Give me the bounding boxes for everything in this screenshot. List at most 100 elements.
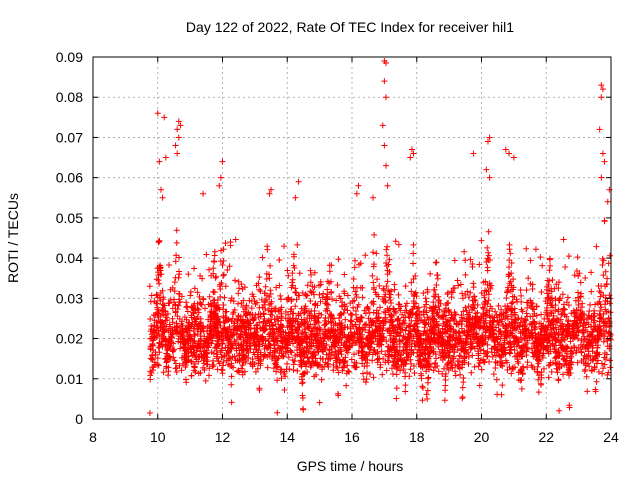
data-point bbox=[508, 282, 515, 289]
data-point bbox=[262, 283, 269, 290]
data-point bbox=[456, 329, 463, 336]
data-point bbox=[518, 367, 525, 374]
data-point bbox=[374, 276, 381, 283]
data-point bbox=[533, 344, 540, 351]
data-point bbox=[407, 309, 414, 316]
data-point bbox=[231, 353, 238, 360]
data-point bbox=[277, 366, 284, 373]
data-point bbox=[577, 310, 584, 317]
data-point bbox=[424, 286, 431, 293]
data-point bbox=[332, 348, 339, 355]
data-point bbox=[511, 309, 518, 316]
data-point bbox=[525, 275, 532, 282]
data-point bbox=[603, 280, 610, 287]
data-point bbox=[599, 150, 606, 157]
data-point bbox=[271, 330, 278, 337]
data-point bbox=[509, 299, 516, 306]
data-point bbox=[358, 343, 365, 350]
data-point bbox=[545, 374, 552, 381]
data-point bbox=[406, 373, 413, 380]
data-point bbox=[457, 371, 464, 378]
data-point bbox=[266, 294, 273, 301]
data-point bbox=[548, 294, 555, 301]
data-point bbox=[431, 319, 438, 326]
data-point bbox=[593, 378, 600, 385]
data-point bbox=[359, 370, 366, 377]
data-point bbox=[381, 78, 388, 85]
data-point bbox=[378, 341, 385, 348]
data-point bbox=[571, 344, 578, 351]
data-point bbox=[225, 316, 232, 323]
data-point bbox=[283, 366, 290, 373]
y-tick-label: 0.06 bbox=[56, 170, 83, 186]
data-point bbox=[260, 319, 267, 326]
data-point bbox=[189, 352, 196, 359]
data-point bbox=[172, 142, 179, 149]
data-point bbox=[525, 299, 532, 306]
data-point bbox=[598, 360, 605, 367]
data-point bbox=[205, 340, 212, 347]
data-point bbox=[265, 338, 272, 345]
data-point bbox=[387, 297, 394, 304]
data-point bbox=[411, 290, 418, 297]
data-point bbox=[535, 376, 542, 383]
data-point bbox=[381, 142, 388, 149]
data-point bbox=[596, 318, 603, 325]
data-point bbox=[451, 285, 458, 292]
data-point bbox=[185, 319, 192, 326]
data-point bbox=[232, 277, 239, 284]
data-point bbox=[402, 360, 409, 367]
data-point bbox=[506, 257, 513, 264]
data-point bbox=[382, 351, 389, 358]
data-point bbox=[562, 343, 569, 350]
data-point bbox=[214, 366, 221, 373]
data-point bbox=[452, 368, 459, 375]
data-point bbox=[538, 346, 545, 353]
data-point bbox=[311, 269, 318, 276]
data-point bbox=[505, 286, 512, 293]
data-point bbox=[259, 254, 266, 261]
data-point bbox=[520, 319, 527, 326]
data-point bbox=[504, 366, 511, 373]
data-point bbox=[538, 311, 545, 318]
data-point bbox=[163, 359, 170, 366]
data-point bbox=[268, 308, 275, 315]
data-point bbox=[289, 336, 296, 343]
data-point bbox=[224, 328, 231, 335]
data-point bbox=[596, 126, 603, 133]
data-point bbox=[307, 279, 314, 286]
data-point bbox=[536, 336, 543, 343]
data-point bbox=[241, 284, 248, 291]
data-point bbox=[507, 250, 514, 257]
data-point bbox=[322, 307, 329, 314]
data-point bbox=[212, 325, 219, 332]
data-point bbox=[377, 335, 384, 342]
data-point bbox=[289, 276, 296, 283]
data-point bbox=[593, 243, 600, 250]
data-point bbox=[604, 372, 611, 379]
data-point bbox=[470, 305, 477, 312]
y-tick-label: 0.01 bbox=[56, 371, 83, 387]
data-point bbox=[542, 345, 549, 352]
data-point bbox=[302, 291, 309, 298]
data-point bbox=[228, 295, 235, 302]
data-point bbox=[575, 273, 582, 280]
data-point bbox=[379, 322, 386, 329]
data-point bbox=[412, 343, 419, 350]
data-point bbox=[353, 190, 360, 197]
data-point bbox=[435, 338, 442, 345]
data-point bbox=[429, 308, 436, 315]
data-point bbox=[549, 321, 556, 328]
data-point bbox=[226, 356, 233, 363]
data-point bbox=[328, 289, 335, 296]
data-point bbox=[253, 282, 260, 289]
data-point bbox=[426, 304, 433, 311]
data-point bbox=[363, 376, 370, 383]
data-point bbox=[484, 244, 491, 251]
data-point bbox=[362, 351, 369, 358]
data-point bbox=[454, 346, 461, 353]
data-point bbox=[415, 346, 422, 353]
data-point bbox=[470, 280, 477, 287]
data-point bbox=[422, 336, 429, 343]
